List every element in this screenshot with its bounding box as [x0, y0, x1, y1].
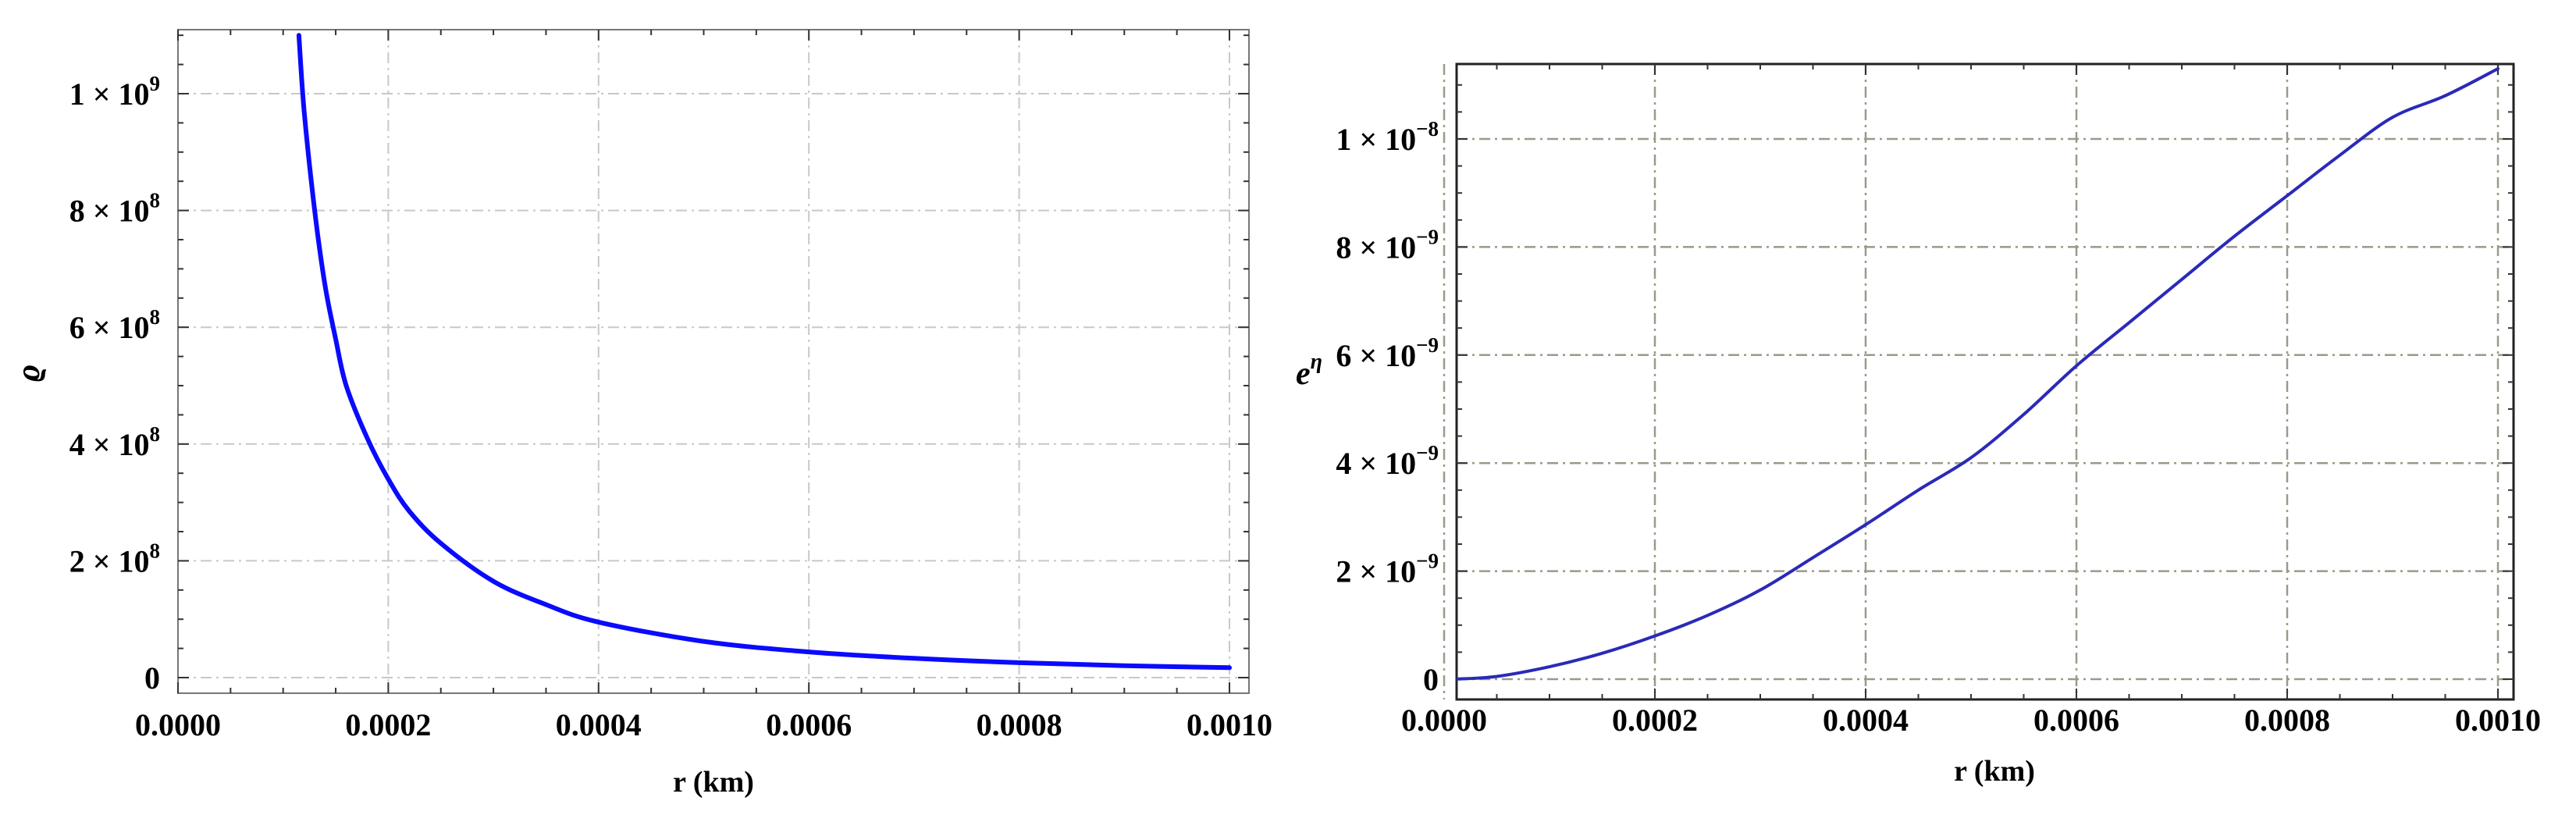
- x-tick-label: 0.0000: [1401, 703, 1487, 738]
- plot-frame: [1455, 62, 2515, 701]
- x-tick-label: 0.0002: [1612, 703, 1698, 738]
- metric-potential-chart: 0.0000 0.0002 0.0004 0.0006 0.0008 0.0010 0 2 ×…: [1296, 62, 2541, 788]
- y-tick-label: 8 × 10−9: [1336, 225, 1439, 265]
- series-line: [1457, 67, 2500, 681]
- x-axis-title: r (km): [1954, 755, 2035, 788]
- x-tick-label: 0.0004: [556, 707, 642, 742]
- y-tick-label: 0: [1423, 662, 1439, 697]
- x-tick-label: 0.0010: [1187, 707, 1272, 742]
- y-axis-title: eη: [1296, 350, 1322, 392]
- density-chart: 0.0000 0.0002 0.0004 0.0006 0.0008 0.0010 0 2 ×…: [11, 29, 1272, 799]
- x-tick-label: 0.0004: [1823, 703, 1909, 738]
- x-tick-label: 0.0006: [766, 707, 852, 742]
- y-tick-label: 2 × 10−9: [1336, 550, 1439, 589]
- y-axis-title: ϱ: [11, 365, 47, 383]
- y-tick-label: 0: [144, 660, 160, 696]
- y-tick-label: 1 × 109: [69, 72, 160, 112]
- x-tick-label: 0.0008: [977, 707, 1062, 742]
- series-line: [296, 33, 1232, 671]
- x-axis-title: r (km): [673, 766, 754, 799]
- x-tick-label: 0.0006: [2033, 703, 2119, 738]
- x-tick-label: 0.0002: [345, 707, 431, 742]
- y-tick-label: 4 × 10−9: [1336, 441, 1439, 481]
- y-tick-label: 1 × 10−8: [1336, 117, 1439, 157]
- x-tick-label: 0.0010: [2455, 703, 2541, 738]
- y-tick-label: 2 × 108: [69, 539, 160, 578]
- x-tick-label: 0.0008: [2244, 703, 2330, 738]
- y-tick-label: 8 × 108: [69, 189, 160, 229]
- y-tick-label: 6 × 108: [69, 305, 160, 345]
- plot-frame: [177, 29, 1250, 694]
- x-tick-label: 0.0000: [135, 707, 221, 742]
- y-tick-label: 4 × 108: [69, 422, 160, 462]
- y-tick-label: 6 × 10−9: [1336, 333, 1439, 373]
